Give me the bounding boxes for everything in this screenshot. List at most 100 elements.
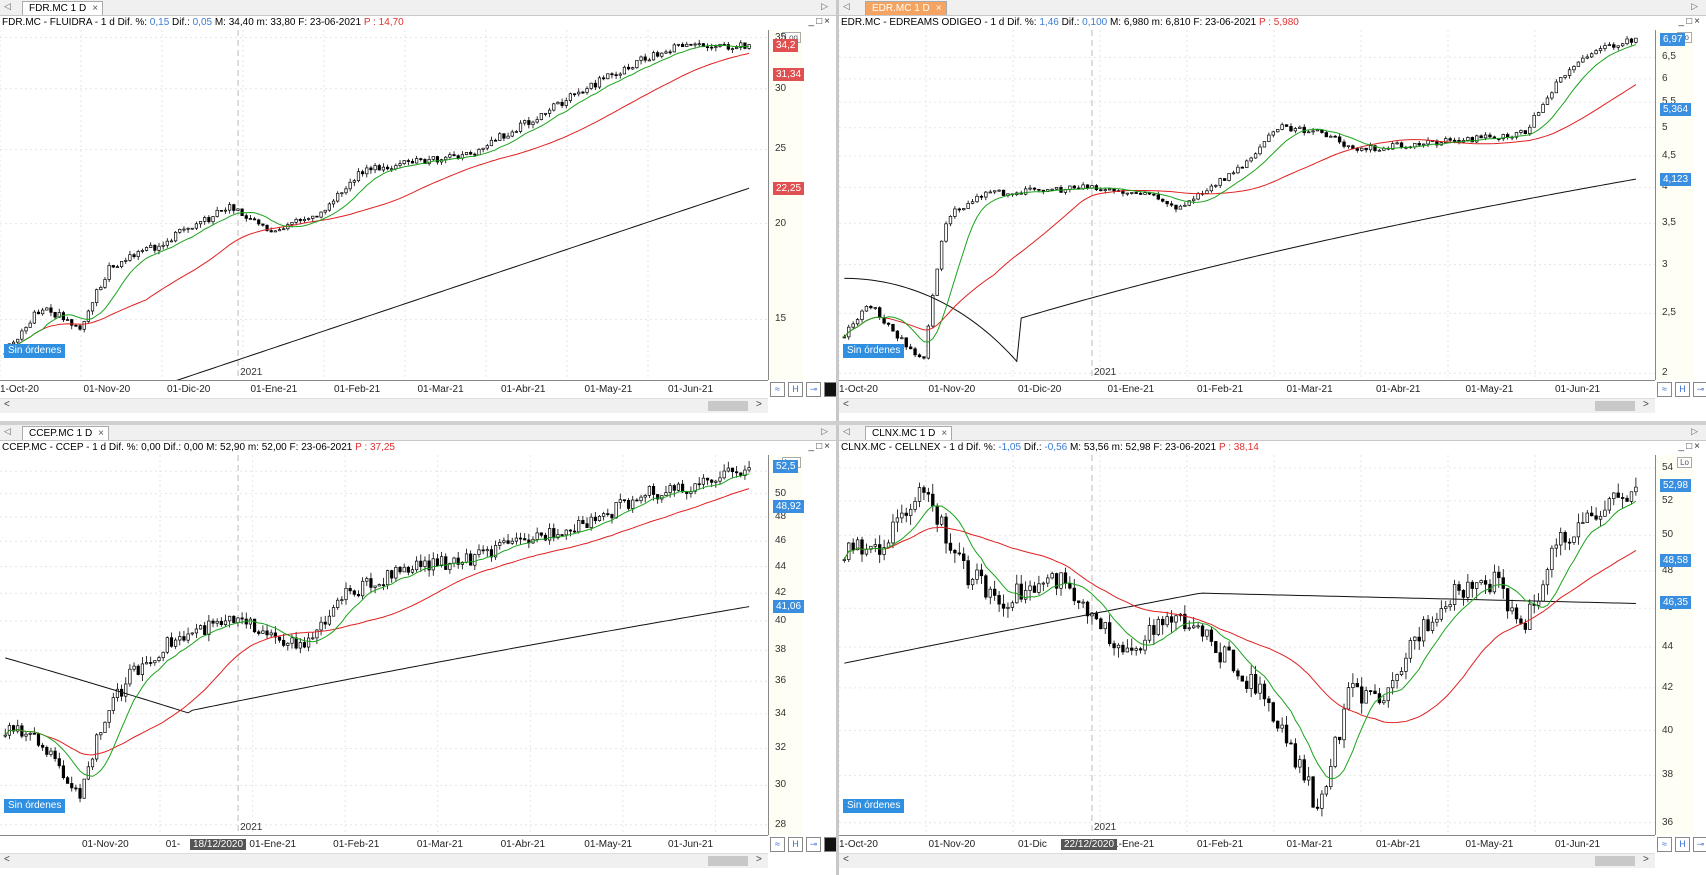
date-axis[interactable]: 1-Oct-20 01-Nov-20 01-Dic-20 01-Ene-21 01-Fe… [839, 380, 1655, 399]
candle-body [1470, 137, 1474, 143]
candle-body [223, 620, 228, 625]
log-scale-toggle[interactable]: Lo [1677, 457, 1692, 468]
scroll-left-icon[interactable]: < [4, 399, 10, 410]
scroll-right-icon[interactable]: > [1643, 854, 1649, 865]
save-icon[interactable]: H [788, 836, 803, 852]
candle-body [506, 540, 510, 544]
close-icon[interactable]: × [941, 428, 948, 439]
scroll-thumb[interactable] [708, 856, 748, 866]
tab-scroll-left-icon[interactable]: ◁ [4, 426, 11, 436]
candle-body [174, 639, 178, 647]
candle-body [498, 542, 502, 546]
candle-body [477, 549, 481, 555]
price-chart[interactable] [839, 30, 1655, 380]
close-icon[interactable]: × [92, 3, 99, 14]
tab-scroll-right-icon[interactable]: ▷ [821, 426, 828, 436]
close-icon[interactable]: × [935, 3, 942, 14]
save-icon[interactable]: H [1675, 836, 1690, 852]
orders-status-badge[interactable]: Sin órdenes [4, 344, 66, 358]
year-label: 2021 [1093, 367, 1117, 378]
info-mid1: Dif.: [169, 17, 193, 28]
candle-body [1267, 134, 1271, 142]
candle-body [273, 230, 277, 233]
scroll-left-icon[interactable]: < [4, 854, 10, 865]
horizontal-scrollbar[interactable]: < > [839, 398, 1655, 413]
orders-status-badge[interactable]: Sin órdenes [4, 799, 66, 813]
tab-scroll-left-icon[interactable]: ◁ [843, 426, 850, 436]
tab-scroll-left-icon[interactable]: ◁ [4, 1, 11, 11]
orders-status-badge[interactable]: Sin órdenes [843, 799, 905, 813]
date-axis[interactable]: 01-Nov-20 01- 01-Ene-21 01-Feb-21 01-Mar-21 0… [0, 835, 768, 854]
scroll-thumb[interactable] [1595, 401, 1635, 411]
window-controls[interactable]: _□× [808, 16, 832, 27]
indicator-icon[interactable]: ≈ [770, 381, 785, 397]
candle-body [1448, 138, 1452, 141]
candle-body [286, 642, 290, 646]
candle-body [82, 321, 86, 330]
candle-body [739, 42, 743, 48]
link-icon[interactable]: ⊸ [1693, 836, 1706, 852]
candle-body [36, 733, 41, 746]
price-axis[interactable]: Log 35 30 25 20 15 34,2 31,34 22,25 [768, 30, 805, 380]
color-icon[interactable] [824, 381, 836, 397]
link-icon[interactable]: ⊸ [1693, 381, 1706, 397]
date-axis[interactable]: 1-Oct-20 01-Nov-20 01-Dic-20 01-Ene-21 01-Fe… [0, 380, 768, 399]
tab-scroll-right-icon[interactable]: ▷ [821, 1, 828, 11]
candle-body [198, 221, 203, 225]
indicator-icon[interactable]: ≈ [1657, 381, 1672, 397]
vertical-splitter[interactable] [836, 0, 839, 875]
price-chart[interactable] [0, 455, 768, 835]
tab-edr[interactable]: EDR.MC 1 D × [865, 1, 947, 15]
candle-body [631, 67, 635, 70]
tab-scroll-right-icon[interactable]: ▷ [1691, 426, 1698, 436]
horizontal-scrollbar[interactable]: < > [839, 853, 1655, 868]
y-tick-label: 46 [775, 535, 787, 547]
horizontal-scrollbar[interactable]: < > [0, 398, 768, 413]
indicator-icon[interactable]: ≈ [1657, 836, 1672, 852]
price-chart[interactable] [0, 30, 768, 380]
scroll-thumb[interactable] [1595, 856, 1635, 866]
scroll-right-icon[interactable]: > [756, 854, 762, 865]
tab-ccep[interactable]: CCEP.MC 1 D × [22, 426, 110, 440]
candle-body [926, 492, 931, 495]
scroll-left-icon[interactable]: < [843, 854, 849, 865]
save-icon[interactable]: H [1675, 381, 1690, 397]
info-pct: -1,05 [998, 442, 1022, 453]
horizontal-scrollbar[interactable]: < > [0, 853, 768, 868]
window-controls[interactable]: _□× [1678, 441, 1702, 452]
candle-body [948, 216, 953, 225]
close-icon[interactable]: × [98, 428, 105, 439]
tab-clnx[interactable]: CLNX.MC 1 D × [865, 426, 953, 440]
tab-scroll-left-icon[interactable]: ◁ [843, 1, 850, 11]
indicator-icon[interactable]: ≈ [770, 836, 785, 852]
y-tick-label: 38 [775, 644, 787, 656]
tab-fdr[interactable]: FDR.MC 1 D × [22, 1, 104, 15]
window-controls[interactable]: _□× [1678, 16, 1702, 27]
scroll-thumb[interactable] [708, 401, 748, 411]
candle-body [327, 203, 331, 211]
candle-body [931, 294, 935, 327]
scroll-left-icon[interactable]: < [843, 399, 849, 410]
scroll-right-icon[interactable]: > [1643, 399, 1649, 410]
link-icon[interactable]: ⊸ [806, 381, 821, 397]
candle-body [1143, 192, 1147, 195]
candle-body [385, 570, 390, 586]
horizontal-splitter[interactable] [0, 421, 1706, 425]
date-axis[interactable]: 1-Oct-20 01-Nov-20 01-Dic 01-Ene-21 01-Feb-2… [839, 835, 1655, 854]
color-icon[interactable] [824, 836, 836, 852]
window-controls[interactable]: _□× [808, 441, 832, 452]
price-marker-label: 6,97 [1660, 32, 1686, 46]
candle-body [851, 542, 855, 551]
orders-status-badge[interactable]: Sin órdenes [843, 344, 905, 358]
scroll-right-icon[interactable]: > [756, 399, 762, 410]
candle-body [1444, 138, 1448, 143]
link-icon[interactable]: ⊸ [806, 836, 821, 852]
candle-body [1572, 536, 1576, 543]
tab-scroll-right-icon[interactable]: ▷ [1691, 1, 1698, 11]
save-icon[interactable]: H [788, 381, 803, 397]
price-axis[interactable]: Log5250484644424038363432302852,548,9241… [768, 455, 805, 835]
y-tick-label: 2,5 [1662, 307, 1676, 319]
price-chart[interactable] [839, 455, 1655, 835]
